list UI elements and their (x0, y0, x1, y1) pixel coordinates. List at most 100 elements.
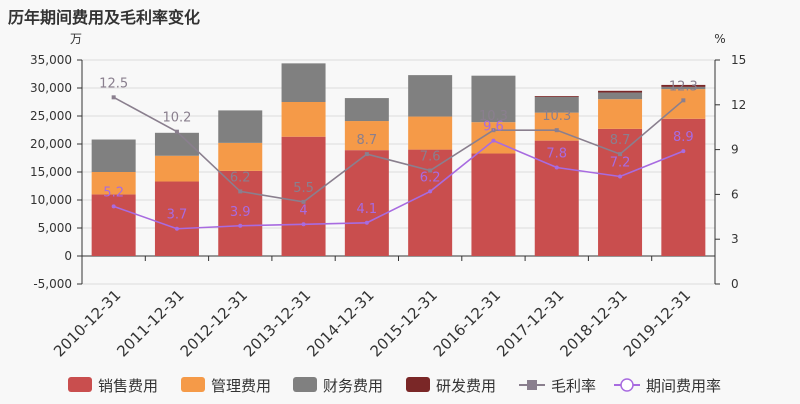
left-axis-tick-label: 0 (64, 249, 72, 263)
legend-label: 销售费用 (98, 377, 158, 395)
x-axis-tick-label: 2010-12-31 (50, 286, 124, 360)
data-label: 6.2 (230, 170, 251, 185)
x-axis-tick-label: 2015-12-31 (367, 286, 441, 360)
legend-swatch (181, 377, 205, 392)
bar-segment (408, 149, 453, 256)
data-point (238, 189, 243, 194)
bar-segment (281, 136, 326, 256)
legend-swatch (68, 377, 92, 392)
data-point (554, 128, 559, 133)
left-axis-tick-label: -5,000 (33, 277, 72, 291)
data-point (301, 199, 306, 204)
bar-segment (408, 116, 453, 150)
data-point (174, 226, 179, 231)
bar-segment (408, 75, 453, 117)
line-series (113, 96, 684, 203)
data-label: 8.7 (357, 133, 378, 148)
data-label: 10.3 (479, 109, 508, 124)
left-axis-tick-label: 20,000 (30, 137, 72, 151)
data-label: 8.7 (610, 133, 631, 148)
legend-label: 毛利率 (551, 377, 596, 395)
x-axis-tick-label: 2016-12-31 (430, 286, 504, 360)
legend-label: 研发费用 (436, 377, 496, 395)
legend-label: 期间费用率 (646, 377, 721, 395)
bar-segment (281, 102, 326, 137)
x-axis-tick-label: 2014-12-31 (303, 286, 377, 360)
legend-marker (620, 378, 634, 392)
bar-segment (534, 96, 579, 113)
x-axis-tick-label: 2017-12-31 (493, 286, 567, 360)
bar-segment (344, 150, 389, 256)
left-axis-tick-label: 15,000 (30, 165, 72, 179)
left-axis-tick-label: 35,000 (30, 53, 72, 67)
data-label: 8.9 (673, 130, 694, 145)
data-point (491, 138, 496, 143)
x-axis-tick-label: 2013-12-31 (240, 286, 314, 360)
data-point (618, 152, 623, 157)
legend-marker (527, 380, 537, 390)
data-point (111, 95, 116, 100)
legend-label: 财务费用 (323, 377, 383, 395)
data-point (174, 129, 179, 134)
bar-segment (598, 90, 643, 93)
bar-segment (218, 170, 263, 256)
right-axis-tick-label: 6 (731, 187, 739, 201)
bar-segment (471, 75, 516, 123)
data-point (428, 189, 433, 194)
data-point (491, 128, 496, 133)
right-axis-unit: % (714, 32, 725, 46)
left-axis-tick-label: 5,000 (38, 221, 72, 235)
bar-segment (598, 92, 643, 100)
data-label: 9.6 (483, 120, 504, 135)
data-label: 6.2 (420, 170, 441, 185)
x-axis-tick-label: 2019-12-31 (620, 286, 694, 360)
data-label: 3.7 (167, 208, 188, 223)
bar-segment (91, 172, 136, 195)
data-point (111, 204, 116, 209)
bar-segment (471, 122, 516, 154)
bar-segment (154, 155, 199, 182)
data-label: 12.3 (669, 79, 698, 94)
data-point (428, 168, 433, 173)
bar-segment (534, 140, 579, 256)
data-label: 5.2 (103, 185, 124, 200)
data-point (554, 165, 559, 170)
data-label: 7.6 (420, 150, 441, 165)
bar-segment (281, 63, 326, 102)
chart-title: 历年期间费用及毛利率变化 (8, 8, 201, 27)
data-label: 4.1 (357, 202, 378, 217)
right-axis-tick-label: 9 (731, 143, 739, 157)
right-axis-tick-label: 0 (731, 277, 739, 291)
bar-segment (534, 96, 579, 97)
data-label: 3.9 (230, 205, 251, 220)
left-axis-tick-label: 10,000 (30, 193, 72, 207)
bar-segment (344, 98, 389, 122)
right-axis-tick-label: 15 (731, 53, 746, 67)
bar-segment (598, 99, 643, 129)
bar-segment (218, 110, 263, 143)
data-label: 7.8 (546, 147, 567, 162)
right-axis-tick-label: 12 (731, 98, 746, 112)
bar-segment (661, 89, 706, 119)
data-label: 12.5 (99, 76, 128, 91)
data-label: 5.5 (293, 181, 314, 196)
x-axis-tick-label: 2012-12-31 (177, 286, 251, 360)
bar-segment (661, 84, 706, 87)
bar-segment (91, 194, 136, 256)
bar-segment (218, 142, 263, 171)
data-label: 10.3 (542, 109, 571, 124)
bar-segment (154, 132, 199, 156)
bar-segment (471, 153, 516, 256)
data-point (238, 223, 243, 228)
x-axis-tick-label: 2011-12-31 (113, 286, 187, 360)
data-label: 10.2 (162, 111, 191, 126)
left-axis-tick-label: 25,000 (30, 109, 72, 123)
bar-segment (598, 128, 643, 256)
data-point (364, 152, 369, 157)
data-label: 7.2 (610, 155, 631, 170)
left-axis-tick-label: 30,000 (30, 81, 72, 95)
legend-label: 管理费用 (211, 377, 271, 395)
bar-segment (661, 118, 706, 256)
